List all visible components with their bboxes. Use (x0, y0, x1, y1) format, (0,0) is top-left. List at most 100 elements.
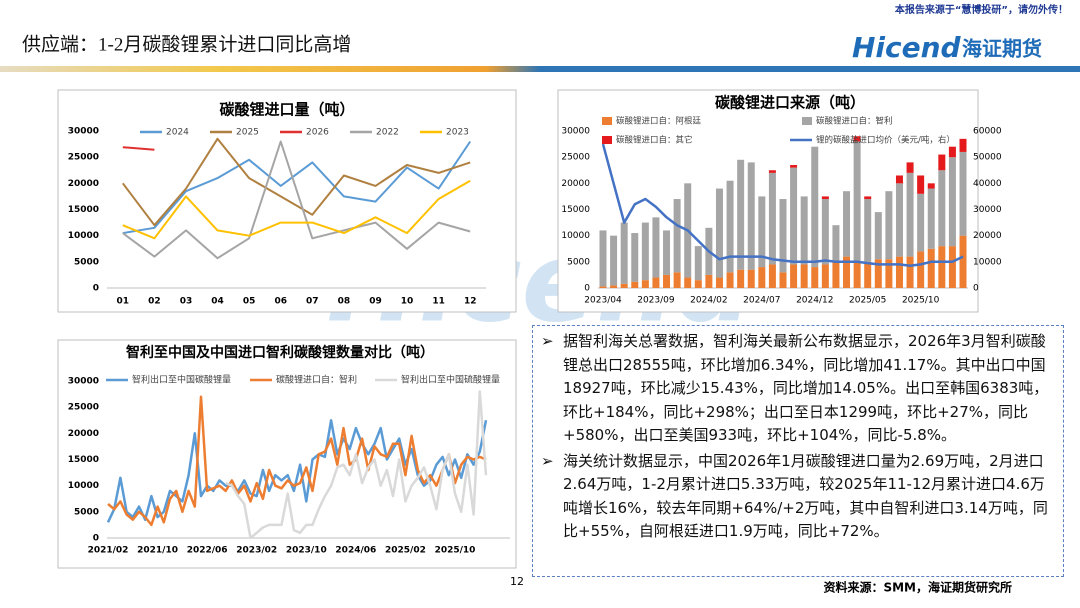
bar-segment (895, 183, 903, 257)
bar-segment (853, 261, 861, 288)
bar-segment (832, 261, 840, 288)
bar-segment (641, 222, 649, 281)
y-tick-label: 15000 (68, 205, 99, 215)
bar-segment (959, 138, 967, 152)
series-line (225, 390, 488, 540)
bar-segment (610, 235, 618, 286)
bar-segment (821, 199, 829, 265)
bar-segment (694, 246, 702, 281)
bar-segment (811, 146, 819, 268)
y2-tick-label: 30000 (973, 205, 1002, 215)
y-tick-label: 15000 (68, 455, 99, 465)
bar-segment (673, 272, 681, 288)
y-tick-label: 0 (93, 284, 99, 294)
bar-segment (843, 256, 851, 288)
x-tick-label: 2023/10 (286, 546, 327, 556)
x-tick-label: 09 (369, 297, 382, 307)
bar-segment (948, 246, 956, 288)
bar-segment (790, 167, 798, 265)
y2-tick-label: 50000 (973, 153, 1002, 163)
y-tick-label: 20000 (561, 179, 590, 189)
y2-tick-label: 20000 (973, 231, 1002, 241)
x-tick-label: 08 (338, 297, 351, 307)
bar-segment (948, 146, 956, 158)
bar-segment (821, 264, 829, 288)
bar-segment (620, 283, 628, 288)
bar-segment (959, 151, 967, 236)
logo: Hicend (852, 31, 962, 64)
legend-label: 碳酸锂进口自：阿根廷 (616, 116, 702, 127)
logo-cn: 海证期货 (962, 37, 1042, 61)
bar-segment (938, 246, 946, 288)
bar-segment (864, 199, 872, 262)
legend-label: 智利出口至中国硫酸锂量 (401, 374, 500, 386)
bar-segment (631, 233, 639, 282)
bar-segment (705, 274, 713, 288)
chart-title: 智利至中国及中国进口智利碳酸锂数量对比（吨） (125, 344, 434, 361)
chart-panel (57, 339, 517, 569)
x-tick-label: 03 (180, 297, 193, 307)
bar-segment (906, 162, 914, 173)
x-tick-label: 01 (117, 297, 130, 307)
bar-segment (895, 175, 903, 184)
bar-segment (906, 172, 914, 257)
x-tick-label: 2025/10 (435, 546, 476, 556)
y-tick-label: 20000 (68, 429, 99, 439)
text-box: 据智利海关总署数据，智利海关最新公布数据显示，2026年3月智利碳酸锂总出口28… (532, 325, 1064, 577)
bar-segment (715, 277, 723, 288)
legend-label: 碳酸锂进口自：智利 (276, 374, 357, 386)
y-tick-label: 30000 (68, 127, 99, 137)
bar-segment (747, 269, 755, 288)
bullet: 海关统计数据显示，中国2026年1月碳酸锂进口量为2.69万吨，2月进口2.64… (541, 450, 1055, 544)
y-tick-label: 25000 (561, 153, 590, 163)
bar-segment (938, 154, 946, 171)
bar-segment (726, 272, 734, 288)
bar-segment (811, 267, 819, 288)
x-tick-label: 2025/02 (385, 546, 426, 556)
bar-segment (652, 277, 660, 288)
legend-label: 2024 (166, 128, 189, 138)
series-line (601, 143, 964, 268)
bar-segment (768, 264, 776, 288)
legend-label: 2022 (376, 128, 399, 138)
bar-segment (906, 256, 914, 288)
x-tick-label: 2025/10 (902, 296, 940, 306)
x-tick-label: 10 (401, 297, 414, 307)
bar-segment (917, 193, 925, 252)
bar-segment (726, 180, 734, 273)
y-tick-label: 0 (584, 284, 590, 294)
bar-segment (832, 225, 840, 262)
series-line (122, 137, 471, 227)
x-tick-label: 12 (464, 297, 477, 307)
x-tick-label: 2022/06 (187, 546, 228, 556)
x-tick-label: 2023/02 (236, 546, 277, 556)
legend-swatch (602, 117, 612, 125)
notice: 本报告来源于“慧博投研”，请勿外传！ (895, 3, 1068, 16)
bar-segment (684, 277, 692, 288)
y2-tick-label: 10000 (973, 257, 1002, 267)
series-line (122, 140, 472, 235)
bar-segment (737, 159, 745, 270)
y-tick-label: 20000 (68, 179, 99, 189)
bar-segment (853, 141, 861, 262)
bar-segment (927, 183, 935, 189)
series-line (122, 140, 471, 260)
x-tick-label: 2023/04 (584, 296, 622, 306)
header-bar (0, 66, 1080, 72)
bar-segment (768, 172, 776, 265)
y-tick-label: 5000 (74, 507, 99, 517)
page-number: 12 (510, 575, 524, 588)
bar-segment (747, 162, 755, 270)
legend-label: 碳酸锂进口自：其它 (616, 135, 693, 146)
bar-segment (790, 165, 798, 168)
x-tick-label: 2024/06 (335, 546, 376, 556)
y-tick-label: 10000 (68, 481, 99, 491)
y-tick-label: 25000 (68, 153, 99, 163)
x-tick-label: 05 (243, 297, 256, 307)
bar-segment (959, 235, 967, 288)
bar-segment (641, 280, 649, 288)
y2-tick-label: 40000 (973, 179, 1002, 189)
bar-segment (843, 191, 851, 257)
